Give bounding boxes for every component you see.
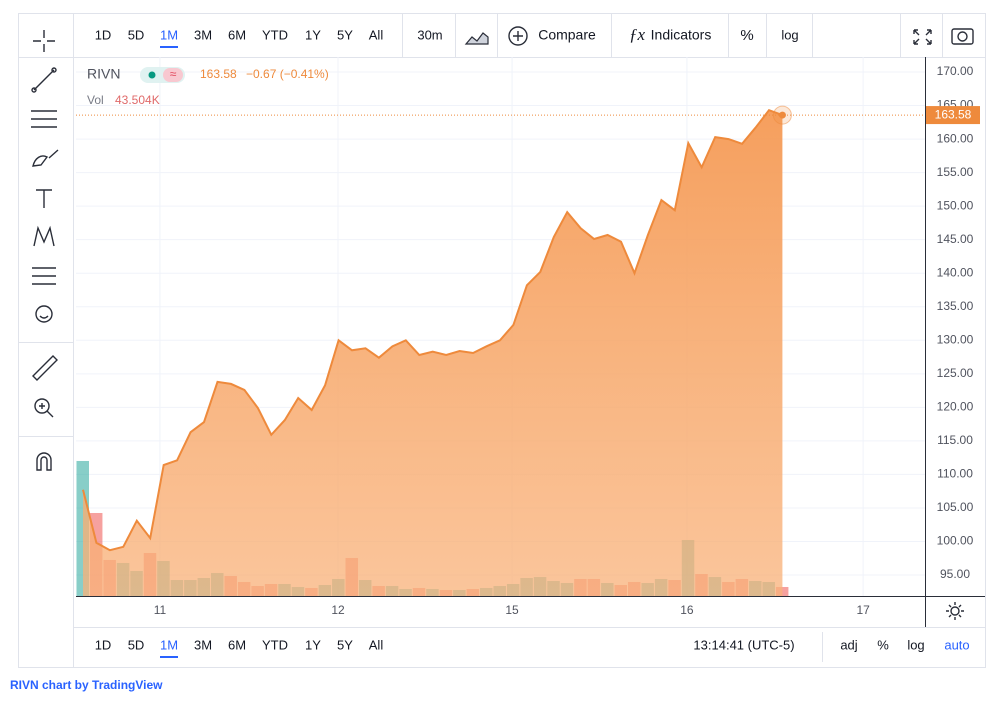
range-button[interactable]: All (369, 27, 384, 42)
y-tick-label: 100.00 (937, 534, 974, 548)
crosshair-tool[interactable] (33, 30, 55, 52)
trend-line-tool[interactable] (31, 67, 57, 93)
snapshot-button[interactable] (951, 28, 974, 45)
range-button[interactable]: 3M (194, 27, 212, 42)
chart-type-button[interactable] (464, 32, 489, 45)
percent-button[interactable]: % (740, 27, 753, 44)
price-tag-label: 163.58 (935, 107, 972, 121)
area-fill (82, 110, 783, 596)
y-tick-label: 145.00 (937, 232, 974, 246)
y-tick-label: 170.00 (937, 64, 974, 78)
footer-link[interactable]: RIVN chart by TradingView (10, 678, 163, 692)
range-button[interactable]: 6M (228, 637, 246, 652)
range-button[interactable]: 1M (160, 637, 178, 652)
percent-button[interactable]: % (877, 637, 889, 652)
legend-price: 163.58 (200, 67, 237, 81)
y-tick-label: 135.00 (937, 299, 974, 313)
y-tick-label: 150.00 (937, 198, 974, 212)
range-button[interactable]: 5Y (337, 637, 353, 652)
compare-icon (508, 26, 528, 46)
clock: 13:14:41 (UTC-5) (693, 637, 794, 652)
magnet-tool[interactable] (36, 452, 52, 471)
legend-wave: ≈ (170, 67, 177, 81)
x-tick-label: 12 (331, 603, 345, 617)
fx-icon: ƒx (629, 25, 646, 44)
drawing-toolbar (18, 30, 73, 471)
legend-change: −0.67 (−0.41%) (246, 67, 329, 81)
indicators-button[interactable]: Indicators (651, 27, 712, 43)
legend-dot (148, 71, 156, 79)
range-button[interactable]: 1D (95, 27, 112, 42)
x-tick-label: 17 (856, 603, 870, 617)
legend-volume: 43.504K (115, 93, 160, 107)
y-tick-label: 105.00 (937, 500, 974, 514)
y-tick-label: 120.00 (937, 400, 974, 414)
range-button[interactable]: 1Y (305, 637, 321, 652)
range-button[interactable]: 3M (194, 637, 212, 652)
auto-button[interactable]: auto (944, 637, 969, 652)
y-tick-label: 130.00 (937, 332, 974, 346)
y-tick-label: 160.00 (937, 131, 974, 145)
fib-tool[interactable] (31, 110, 57, 128)
price-line (82, 109, 783, 552)
log-button[interactable]: log (907, 637, 924, 652)
icon-tool[interactable] (35, 305, 53, 323)
brush-tool[interactable] (32, 149, 59, 167)
prediction-tool[interactable] (32, 267, 56, 285)
interval-button[interactable]: 30m (417, 27, 442, 42)
range-button[interactable]: All (369, 637, 384, 652)
range-button[interactable]: 1D (95, 637, 112, 652)
range-button[interactable]: YTD (262, 637, 288, 652)
x-tick-label: 15 (505, 603, 519, 617)
x-tick-label: 11 (154, 603, 167, 617)
legend-symbol: RIVN (87, 66, 120, 82)
plot-area: 95.00 100.00 105.00 110.00 115.00 120.00 125.0… (76, 57, 985, 627)
fullscreen-button[interactable] (913, 29, 932, 45)
y-tick-label: 140.00 (937, 265, 974, 279)
price-tag (926, 106, 980, 125)
legend-toggle[interactable] (163, 68, 183, 82)
adj-button[interactable]: adj (840, 637, 857, 652)
range-button[interactable]: 5Y (337, 27, 353, 42)
toolbar: 1D 5D 1M 3M 6M YTD 1Y 5Y All 1D 5D 1M 3M 6M YTD 1Y 5Y All… (10, 14, 970, 692)
y-tick-label: 155.00 (937, 165, 974, 179)
y-tick-label: 95.00 (940, 567, 970, 581)
range-button[interactable]: YTD (262, 27, 288, 42)
legend-volume-title: Vol (87, 93, 104, 107)
compare-button[interactable]: Compare (538, 27, 596, 43)
range-button[interactable]: 5D (128, 27, 145, 42)
pattern-tool[interactable] (33, 225, 55, 247)
y-tick-label: 125.00 (937, 366, 974, 380)
y-tick-label: 110.00 (937, 467, 973, 481)
range-button[interactable]: 6M (228, 27, 246, 42)
text-tool[interactable] (36, 189, 52, 208)
range-button[interactable]: 5D (128, 637, 145, 652)
last-point (778, 111, 786, 119)
x-tick-label: 16 (680, 603, 694, 617)
range-button[interactable]: 1Y (305, 27, 321, 42)
range-button[interactable]: 1M (160, 27, 178, 42)
y-tick-label: 115.00 (937, 433, 973, 447)
settings-button[interactable] (946, 602, 964, 620)
zoom-tool[interactable] (34, 398, 54, 418)
log-button[interactable]: log (781, 27, 798, 42)
measure-tool[interactable] (32, 355, 58, 381)
